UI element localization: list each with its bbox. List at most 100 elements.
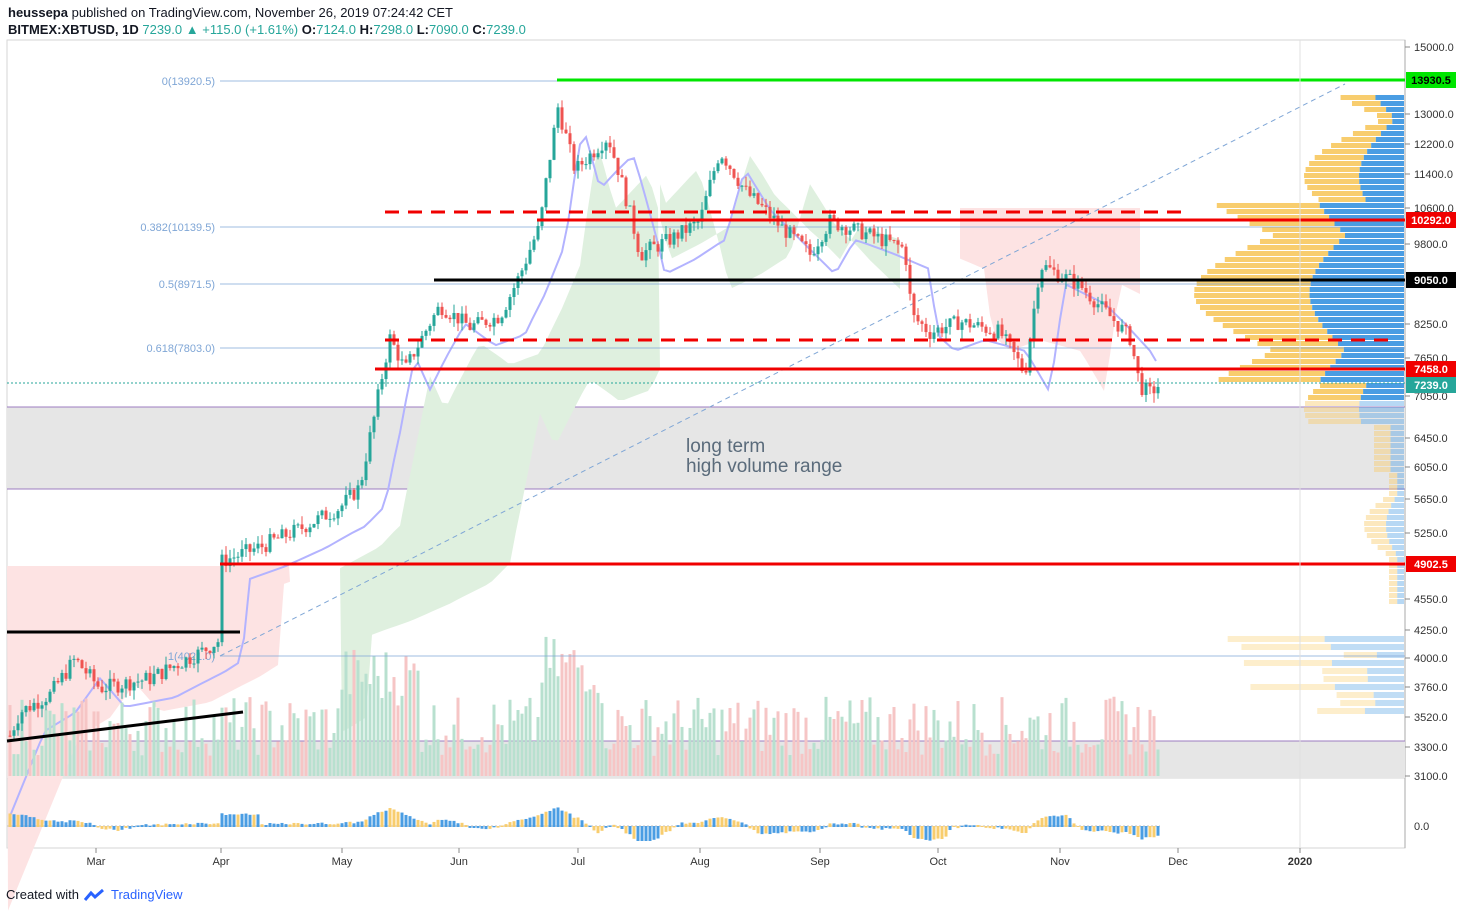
candle-body (452, 312, 456, 320)
volume-bar (12, 754, 16, 776)
osc-bar (84, 823, 88, 827)
cloud-segment (660, 156, 900, 290)
vp-bar-blue (1390, 443, 1404, 448)
candle-body (628, 205, 632, 207)
y-tick-label: 5650.0 (1414, 494, 1448, 506)
osc-bar (80, 822, 84, 827)
osc-bar (968, 825, 972, 827)
vp-bar-blue (1375, 137, 1404, 142)
y-tick-label: 3760.0 (1414, 682, 1448, 694)
volume-bar (112, 723, 116, 776)
volume-bar (104, 747, 108, 776)
candle-body (1012, 341, 1016, 353)
candle-body (344, 494, 348, 506)
osc-bar (544, 811, 548, 827)
candle-body (816, 246, 820, 255)
volume-bar (176, 749, 180, 776)
candle-body (212, 646, 216, 653)
candle-body (868, 228, 872, 233)
osc-bar (220, 813, 224, 827)
vp-bar-blue (1324, 636, 1404, 642)
osc-bar (668, 826, 672, 832)
osc-bar (588, 825, 592, 827)
osc-bar (1100, 826, 1104, 831)
osc-bar (104, 826, 108, 830)
vp-bar-blue (1388, 509, 1404, 514)
osc-bar (76, 820, 80, 827)
vp-bar-yellow (1385, 551, 1396, 556)
vp-bar-blue (1359, 413, 1404, 418)
candle-body (796, 234, 800, 236)
volume-bar (40, 745, 44, 776)
volume-bar (408, 670, 412, 776)
volume-bar (688, 727, 692, 776)
osc-bar (976, 825, 980, 827)
volume-bar (496, 724, 500, 776)
volume-bar (872, 744, 876, 776)
volume-bar (996, 753, 1000, 776)
candle-body (168, 664, 172, 669)
vp-bar-blue (1386, 515, 1404, 520)
osc-bar (808, 826, 812, 833)
volume-bar (880, 740, 884, 776)
osc-bar (732, 820, 736, 827)
author-name[interactable]: heussepa (8, 5, 68, 20)
candle-body (836, 218, 840, 231)
volume-bar (336, 708, 340, 776)
candle-body (664, 234, 668, 240)
osc-bar (392, 809, 396, 827)
osc-bar (32, 817, 36, 827)
vp-bar-yellow (1233, 329, 1328, 334)
volume-bar (92, 711, 96, 776)
volume-bar (1036, 716, 1040, 776)
volume-bar (604, 748, 608, 776)
osc-bar (896, 826, 900, 829)
candle-body (856, 223, 860, 225)
volume-bar (760, 750, 764, 776)
price-badge-label: 9050.0 (1414, 275, 1448, 287)
volume-bar (660, 733, 664, 776)
vp-bar-yellow (1308, 419, 1361, 424)
chart-header: heussepa published on TradingView.com, N… (8, 4, 526, 38)
candle-body (512, 288, 516, 298)
candle-body (1100, 301, 1104, 305)
osc-bar (768, 826, 772, 835)
volume-bar (844, 721, 848, 776)
candle-body (476, 317, 480, 324)
volume-bar (732, 723, 736, 776)
vp-bar-blue (1386, 107, 1404, 112)
osc-bar (996, 826, 1000, 828)
osc-bar (252, 814, 256, 827)
osc-bar (540, 813, 544, 827)
volume-bar (424, 739, 428, 776)
ichimoku-cloud (7, 134, 1157, 911)
osc-bar (576, 817, 580, 827)
volume-bar (56, 734, 60, 776)
osc-bar (872, 826, 876, 829)
volume-bar (724, 731, 728, 776)
y-tick-label: 4550.0 (1414, 594, 1448, 606)
volume-bar (888, 714, 892, 776)
candle-body (964, 319, 968, 323)
volume-bar (368, 684, 372, 776)
symbol-name[interactable]: BITMEX:XBTUSD, 1D (8, 22, 139, 37)
candle-body (232, 557, 236, 559)
osc-bar (1124, 826, 1128, 832)
volume-bar (932, 709, 936, 776)
volume-bar (512, 720, 516, 776)
vp-bar-blue (1329, 215, 1404, 220)
tradingview-brand[interactable]: TradingView (110, 887, 183, 902)
vp-bar-blue (1397, 557, 1404, 562)
volume-bar (272, 747, 276, 776)
vp-bar-blue (1367, 676, 1404, 682)
vp-bar-blue (1397, 491, 1404, 496)
candle-body (1088, 292, 1092, 302)
osc-bar (340, 823, 344, 827)
candle-body (1156, 386, 1160, 394)
volume-bar (260, 704, 264, 776)
osc-bar (216, 823, 220, 827)
vp-bar-blue (1360, 419, 1404, 424)
osc-bar (472, 826, 476, 829)
volume-bar (420, 751, 424, 776)
